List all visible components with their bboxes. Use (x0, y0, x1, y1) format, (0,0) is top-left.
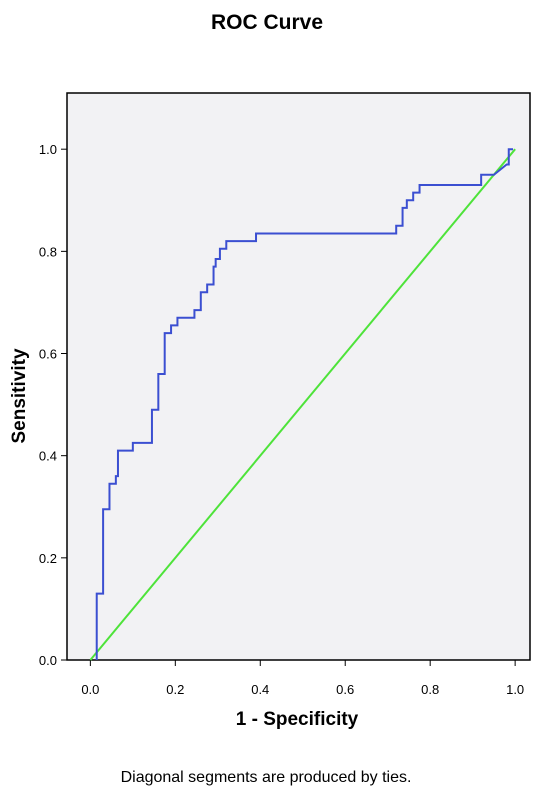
y-tick-label: 0.8 (39, 244, 57, 259)
x-axis: 0.0 0.2 0.4 0.6 0.8 1.0 (81, 660, 524, 697)
y-tick-label: 0.6 (39, 347, 57, 362)
x-tick-label: 0.4 (251, 682, 269, 697)
y-axis: 0.0 0.2 0.4 0.6 0.8 1.0 (39, 142, 67, 668)
x-tick-label: 0.2 (166, 682, 184, 697)
y-axis-title: Sensitivity (9, 348, 30, 443)
y-tick-label: 0.0 (39, 653, 57, 668)
x-tick-label: 0.8 (421, 682, 439, 697)
x-axis-title: 1 - Specificity (236, 709, 359, 730)
footnote: Diagonal segments are produced by ties. (121, 769, 412, 786)
x-tick-label: 0.6 (336, 682, 354, 697)
plot-area (66, 92, 531, 661)
chart-title: ROC Curve (211, 11, 323, 34)
series-layer (89, 148, 516, 661)
x-tick-label: 1.0 (506, 682, 524, 697)
roc-curve-line (95, 148, 514, 660)
y-tick-label: 0.2 (39, 551, 57, 566)
y-tick-label: 0.4 (39, 449, 57, 464)
x-tick-label: 0.0 (81, 682, 99, 697)
y-tick-label: 1.0 (39, 142, 57, 157)
reference-diagonal-line (89, 148, 516, 661)
